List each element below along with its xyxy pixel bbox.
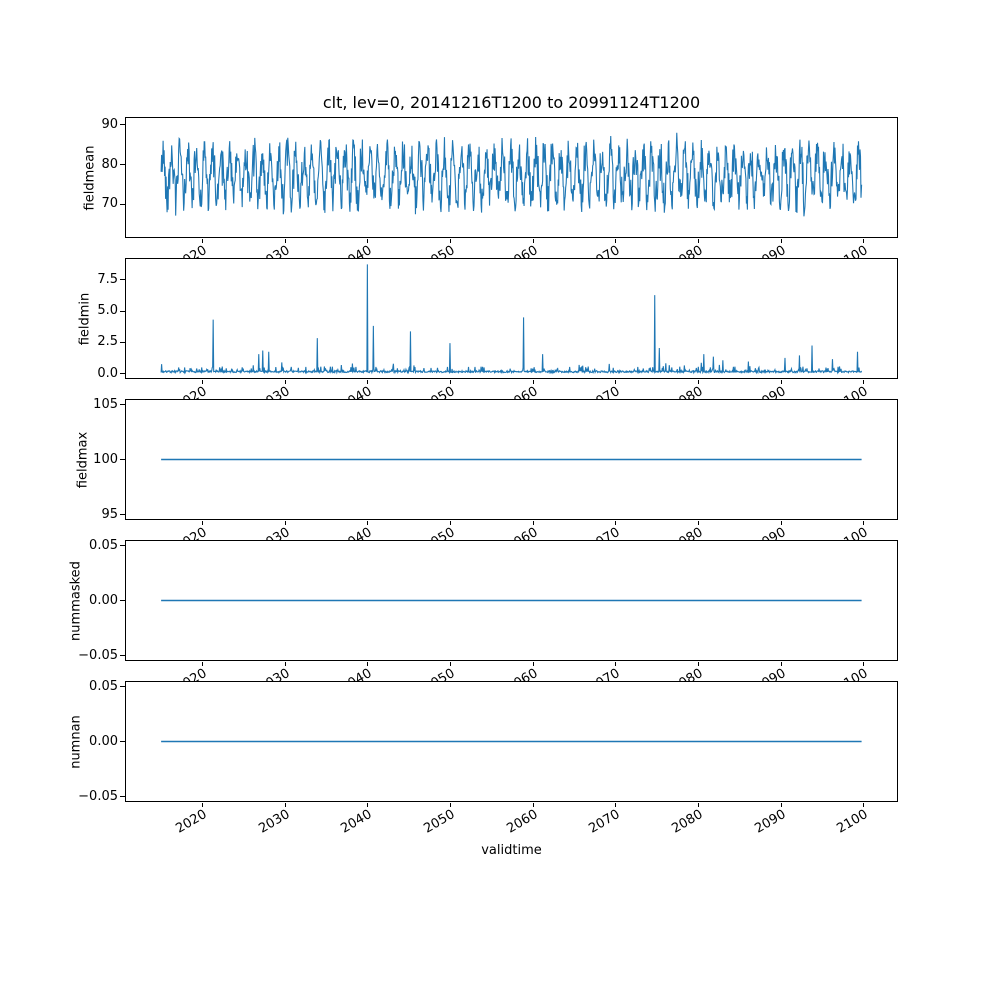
- x-tick-mark: [367, 239, 369, 243]
- fieldmean-plot-canvas: [160, 132, 863, 217]
- y-tick-label: 70: [101, 196, 118, 212]
- x-tick-mark: [367, 803, 369, 807]
- x-tick-mark: [615, 521, 617, 525]
- y-tick-mark: [120, 796, 125, 797]
- xlabel: validtime: [481, 843, 542, 858]
- y-tick-label: 2.5: [97, 334, 118, 350]
- x-tick-mark: [532, 380, 534, 384]
- y-tick-label: −0.05: [78, 647, 118, 663]
- x-tick-mark: [284, 521, 286, 525]
- x-tick-mark: [697, 803, 699, 807]
- y-tick-label: 105: [93, 396, 118, 412]
- x-tick-mark: [284, 380, 286, 384]
- y-tick-mark: [120, 341, 125, 343]
- chart-title: clt, lev=0, 20141216T1200 to 20991124T12…: [322, 93, 701, 112]
- x-tick-mark: [615, 803, 617, 807]
- x-tick-mark: [449, 803, 451, 807]
- x-tick-mark: [367, 380, 369, 384]
- y-tick-mark: [120, 741, 125, 742]
- y-tick-mark: [120, 203, 125, 205]
- nummasked-plot-canvas: [161, 599, 862, 602]
- x-tick-mark: [284, 239, 286, 243]
- subplot-nummasked: [125, 540, 898, 661]
- x-tick-mark: [201, 239, 203, 243]
- x-tick-mark: [615, 380, 617, 384]
- y-tick-mark: [120, 514, 125, 515]
- subplot-fieldmean: [125, 117, 898, 238]
- y-tick-mark: [120, 404, 125, 405]
- x-tick-mark: [284, 662, 286, 666]
- numnan-plot-canvas: [161, 740, 862, 743]
- x-tick-mark: [449, 380, 451, 384]
- y-tick-label: −0.05: [78, 788, 118, 804]
- x-tick-mark: [863, 803, 865, 807]
- x-tick-mark: [284, 803, 286, 807]
- y-tick-label: 100: [93, 451, 118, 467]
- y-tick-mark: [120, 545, 125, 546]
- y-tick-label: 0.05: [89, 537, 118, 553]
- x-tick-mark: [532, 521, 534, 525]
- fieldmin-plot-canvas: [160, 264, 863, 375]
- x-tick-mark: [367, 662, 369, 666]
- x-tick-mark: [780, 239, 782, 243]
- y-tick-mark: [120, 373, 125, 374]
- x-tick-mark: [615, 662, 617, 666]
- x-tick-mark: [532, 239, 534, 243]
- y-tick-mark: [120, 310, 125, 312]
- y-tick-mark: [120, 279, 125, 281]
- y-tick-label: 7.5: [97, 271, 118, 287]
- y-tick-mark: [120, 686, 125, 687]
- y-tick-label: 0.0: [97, 365, 118, 381]
- x-tick-mark: [201, 380, 203, 384]
- x-tick-mark: [201, 521, 203, 525]
- subplot-fieldmax: [125, 399, 898, 520]
- y-tick-mark: [120, 459, 125, 460]
- y-tick-label: 0.00: [89, 733, 118, 749]
- series-line-fieldmin: [160, 264, 863, 375]
- x-tick-mark: [780, 521, 782, 525]
- subplot-numnan: [125, 681, 898, 802]
- y-tick-label: 90: [101, 116, 118, 132]
- y-tick-mark: [120, 600, 125, 601]
- y-tick-label: 0.05: [89, 678, 118, 694]
- x-tick-mark: [201, 662, 203, 666]
- x-tick-mark: [449, 521, 451, 525]
- x-tick-mark: [697, 380, 699, 384]
- x-tick-mark: [532, 803, 534, 807]
- y-tick-mark: [120, 655, 125, 656]
- y-tick-label: 95: [101, 506, 118, 522]
- x-tick-mark: [697, 521, 699, 525]
- fieldmax-plot-canvas: [161, 458, 862, 461]
- x-tick-mark: [697, 239, 699, 243]
- y-tick-label: 5.0: [97, 303, 118, 318]
- x-tick-mark: [449, 239, 451, 243]
- x-tick-mark: [532, 662, 534, 666]
- x-tick-mark: [697, 662, 699, 666]
- y-tick-mark: [120, 124, 125, 126]
- x-tick-mark: [863, 380, 865, 384]
- x-tick-mark: [780, 662, 782, 666]
- y-tick-label: 0.00: [89, 592, 118, 608]
- x-tick-mark: [615, 239, 617, 243]
- series-line-fieldmean: [160, 132, 863, 217]
- x-tick-mark: [449, 662, 451, 666]
- x-tick-mark: [863, 521, 865, 525]
- x-tick-mark: [863, 662, 865, 666]
- subplot-fieldmin: [125, 258, 898, 379]
- x-tick-mark: [780, 803, 782, 807]
- y-tick-mark: [120, 164, 125, 166]
- x-tick-mark: [780, 380, 782, 384]
- x-tick-mark: [863, 239, 865, 243]
- x-tick-mark: [201, 803, 203, 807]
- y-tick-label: 80: [101, 156, 118, 172]
- x-tick-mark: [367, 521, 369, 525]
